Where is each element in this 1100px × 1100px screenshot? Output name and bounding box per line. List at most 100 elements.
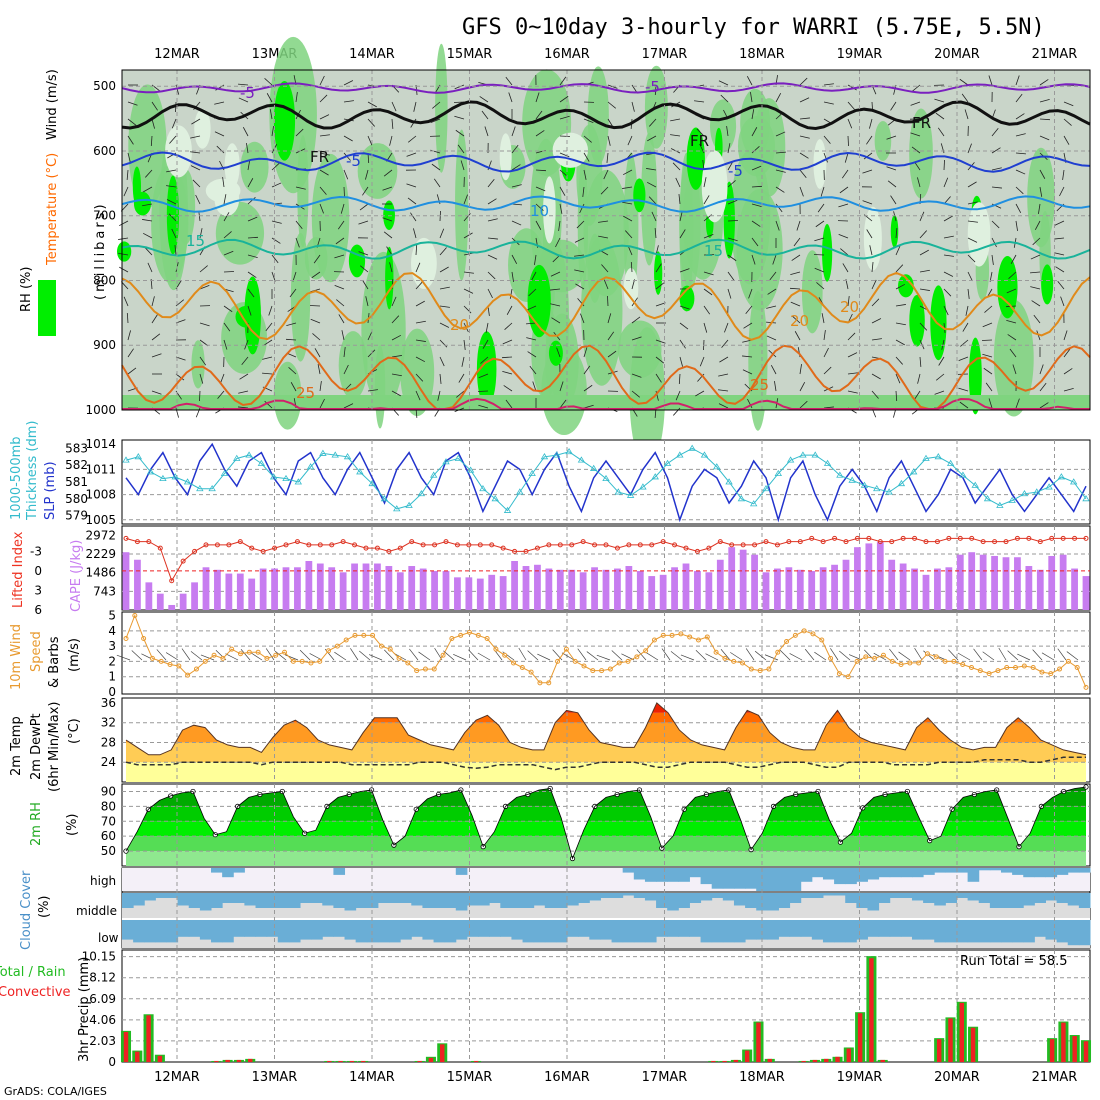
cloud-middle-bar [867, 893, 880, 911]
upper-wind-barb [415, 300, 425, 307]
upper-wind-barb [600, 186, 609, 195]
cloud-low-bar [1000, 920, 1013, 943]
cloud-low-bar [122, 920, 134, 940]
precip-convective-bar [936, 1039, 942, 1062]
cloud-low-bar [911, 920, 924, 940]
cape-bar [134, 559, 141, 610]
upper-wind-barb [1062, 169, 1065, 180]
upper-wind-barb [991, 127, 999, 137]
surface-wind-barb [998, 647, 1007, 661]
upper-wind-barb [720, 94, 729, 103]
upper-wind-barb [126, 169, 129, 180]
upper-wind-barb [775, 131, 786, 137]
upper-wind-barb [389, 135, 393, 146]
upper-wind-barb [247, 236, 259, 239]
cape-bar [625, 566, 633, 610]
upper-wind-barb [799, 97, 810, 103]
cape-bar [1059, 554, 1067, 610]
upper-wind-barb [199, 322, 210, 327]
upper-wind-barb [526, 322, 537, 325]
upper-wind-barb [410, 212, 417, 222]
cape-bar [305, 561, 313, 610]
upper-wind-barb [555, 237, 561, 248]
upper-wind-barb [247, 160, 251, 171]
precip-convective-bar [135, 1051, 140, 1062]
upper-wind-barb [791, 254, 801, 261]
lifted-index-point [660, 539, 666, 545]
cloud-low-bar [377, 920, 390, 943]
cloud-middle-bar [455, 893, 468, 911]
upper-wind-barb [1039, 99, 1050, 103]
wind-unit-label: (m/s) [67, 638, 82, 672]
upper-wind-barb [1039, 135, 1050, 141]
temp2m-label: 2m Temp [9, 716, 24, 776]
upper-wind-barb [583, 347, 588, 358]
cloud-low-bar [1056, 920, 1069, 943]
upper-wind-barb [511, 254, 518, 265]
thickness-point [897, 479, 906, 487]
cloud-middle-bar [822, 893, 835, 896]
contour-label: -5 [240, 84, 255, 102]
upper-wind-barb [391, 296, 397, 307]
cloud-low-bar [811, 920, 824, 940]
surface-wind-barb [299, 649, 311, 661]
cloud-low-bar [333, 920, 346, 937]
upper-wind-barb [919, 230, 927, 239]
top-date-axis: 12MAR 13MAR 14MAR 15MAR 16MAR 17MAR 18MAR 19MAR… [154, 47, 1077, 62]
tick-label: 2.03 [89, 1034, 116, 1048]
upper-wind-barb [574, 254, 585, 257]
upper-wind-barb [292, 271, 297, 282]
upper-wind-barb [559, 381, 564, 392]
upper-wind-barb [391, 118, 394, 129]
cloud-low-bar [989, 920, 1002, 943]
lifted-index-point [809, 535, 815, 541]
precip-convective-bar [857, 1013, 863, 1062]
thickness-point [639, 483, 647, 490]
cloud-low-bar [144, 920, 156, 943]
upper-wind-barb [343, 80, 354, 86]
upper-wind-barb [319, 203, 324, 214]
upper-wind-barbs [118, 74, 1075, 418]
upper-wind-barb [382, 186, 393, 191]
tick-label: 70 [101, 814, 116, 828]
upper-wind-barb [631, 373, 642, 378]
tick-label: 60 [101, 829, 116, 843]
cloud-middle-bar [188, 893, 201, 908]
upper-wind-barb [583, 135, 592, 143]
cape-bar [1025, 566, 1033, 610]
surface-wind-barb [477, 652, 491, 661]
upper-wind-barb [1059, 186, 1065, 197]
rh-humid-region [909, 108, 933, 199]
surface-wind-barb [334, 651, 347, 661]
cape-bar [179, 593, 187, 610]
cloud-high-bar [211, 868, 223, 873]
upper-wind-barb [895, 322, 906, 326]
upper-wind-barb [367, 118, 375, 127]
cloud-middle-bar [1056, 893, 1069, 903]
upper-wind-barb [869, 245, 873, 256]
surface-wind-barb [165, 652, 179, 661]
upper-wind-barb [862, 200, 873, 205]
cape-bar [454, 577, 461, 610]
upper-wind-barb [796, 220, 801, 231]
cloud-low-bar [1067, 920, 1080, 946]
slp-line [125, 442, 1087, 523]
lifted-index-point [614, 545, 620, 551]
cape-bar [396, 572, 404, 610]
upper-wind-barb [673, 407, 681, 416]
upper-wind-barb [862, 169, 873, 174]
cloud-low-bar [400, 920, 412, 940]
cloud-middle-bar [1012, 893, 1024, 908]
upper-wind-barb [359, 265, 369, 273]
upper-wind-barb [238, 406, 249, 409]
tick-label: 2972 [85, 528, 116, 542]
upper-wind-barb [696, 128, 705, 137]
contour-label: -5 [728, 162, 743, 180]
chart-title: GFS 0~10day 3-hourly for WARRI (5.75E, 5… [462, 15, 1045, 40]
precip-convective-bar [248, 1058, 253, 1062]
cape-bar [796, 569, 804, 610]
temperature-line [125, 702, 1087, 756]
thickness-point [565, 447, 573, 455]
upper-wind-barb [151, 353, 162, 358]
